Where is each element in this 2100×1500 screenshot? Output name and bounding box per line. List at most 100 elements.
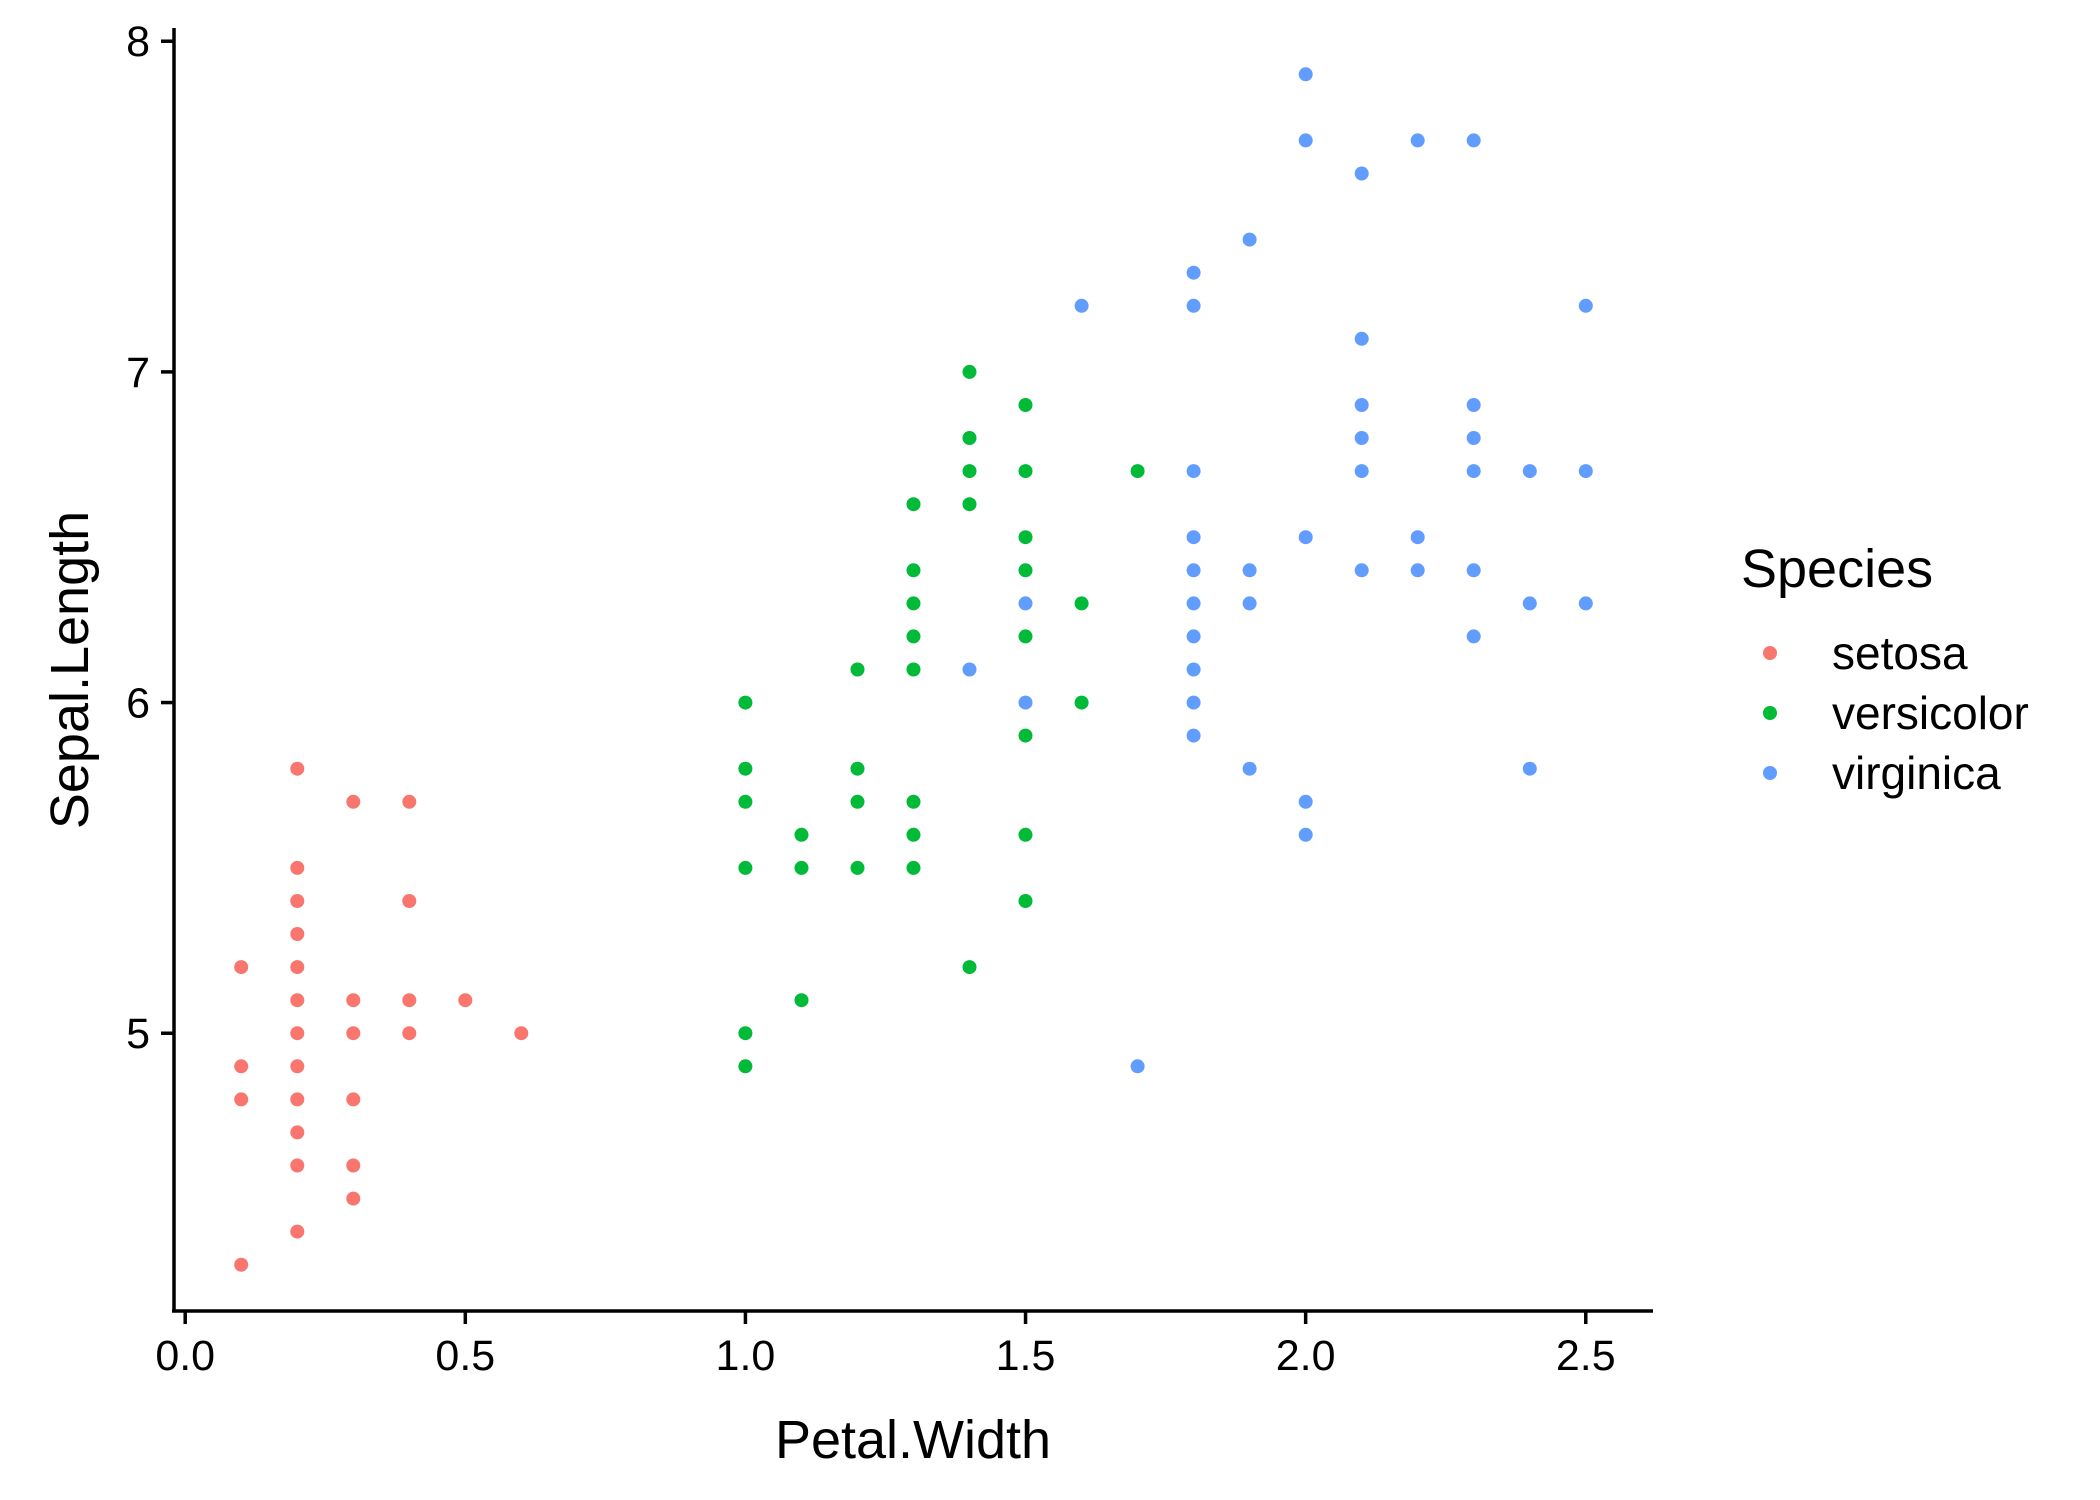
legend-key-versicolor (1763, 706, 1777, 720)
point-versicolor-4 (738, 1026, 753, 1041)
point-setosa-16 (346, 794, 361, 809)
legend-label-virginica: virginica (1832, 747, 2001, 799)
point-virginica-8 (1186, 530, 1201, 545)
point-virginica-5 (1186, 265, 1201, 280)
legend-items: setosa versicolor virginica (1763, 627, 2029, 799)
point-setosa-27 (514, 1026, 529, 1041)
point-versicolor-18 (906, 794, 921, 809)
point-virginica-31 (1410, 530, 1425, 545)
point-versicolor-29 (1018, 563, 1033, 578)
point-virginica-12 (1186, 662, 1201, 677)
point-virginica-4 (1130, 1059, 1145, 1074)
point-setosa-14 (290, 1158, 305, 1173)
point-versicolor-11 (850, 794, 865, 809)
x-tick-label: 1.5 (996, 1332, 1056, 1380)
point-virginica-27 (1354, 431, 1369, 445)
point-virginica-42 (1578, 298, 1593, 313)
point-virginica-13 (1186, 695, 1201, 710)
point-virginica-18 (1242, 761, 1257, 776)
point-setosa-10 (290, 1026, 305, 1041)
point-versicolor-1 (738, 761, 753, 776)
point-versicolor-5 (738, 1059, 753, 1074)
point-versicolor-14 (906, 563, 921, 578)
point-setosa-1 (234, 1059, 249, 1074)
point-versicolor-26 (1018, 398, 1033, 412)
point-virginica-25 (1354, 331, 1369, 346)
point-virginica-20 (1298, 133, 1313, 148)
point-versicolor-9 (850, 662, 865, 677)
point-versicolor-16 (906, 629, 921, 644)
point-setosa-6 (290, 894, 305, 908)
point-setosa-12 (290, 1092, 305, 1107)
point-virginica-21 (1298, 530, 1313, 545)
point-virginica-36 (1466, 464, 1481, 479)
point-virginica-33 (1466, 133, 1481, 148)
point-virginica-34 (1466, 398, 1481, 412)
point-virginica-17 (1242, 596, 1257, 611)
point-setosa-20 (346, 1158, 361, 1173)
point-versicolor-13 (906, 497, 921, 512)
point-virginica-39 (1522, 464, 1537, 479)
point-setosa-18 (346, 1026, 361, 1041)
point-virginica-2 (1018, 695, 1033, 710)
point-virginica-37 (1466, 563, 1481, 578)
x-tick-label: 1.0 (716, 1332, 776, 1380)
point-virginica-32 (1410, 563, 1425, 578)
point-setosa-9 (290, 993, 305, 1008)
point-setosa-3 (234, 1257, 249, 1272)
point-virginica-24 (1354, 166, 1369, 181)
point-virginica-3 (1074, 298, 1089, 313)
y-axis-title: Sepal.Length (40, 511, 100, 829)
point-setosa-8 (290, 960, 305, 975)
point-virginica-40 (1522, 596, 1537, 611)
point-virginica-0 (962, 662, 977, 677)
point-versicolor-34 (1074, 596, 1089, 611)
point-versicolor-35 (1074, 695, 1089, 710)
x-axis-ticks: 0.0 0.5 1.0 1.5 2.0 2.5 (155, 1311, 1616, 1380)
y-tick-label: 5 (126, 1010, 150, 1058)
y-tick-label: 6 (126, 680, 150, 728)
point-virginica-22 (1298, 794, 1313, 809)
y-tick-label: 8 (126, 18, 150, 66)
point-versicolor-28 (1018, 530, 1033, 545)
point-setosa-21 (346, 1191, 361, 1206)
point-setosa-23 (402, 894, 417, 908)
point-versicolor-23 (962, 464, 977, 479)
point-virginica-1 (1018, 596, 1033, 611)
point-versicolor-17 (906, 662, 921, 677)
point-virginica-30 (1410, 133, 1425, 148)
point-versicolor-22 (962, 431, 977, 445)
point-versicolor-0 (738, 695, 753, 710)
point-virginica-10 (1186, 596, 1201, 611)
legend: Species setosa versicolor virginica (1741, 539, 2029, 799)
point-versicolor-25 (962, 960, 977, 975)
point-setosa-5 (290, 860, 305, 875)
point-virginica-41 (1522, 761, 1537, 776)
point-setosa-19 (346, 1092, 361, 1107)
y-tick-label: 7 (126, 349, 150, 397)
point-virginica-23 (1298, 827, 1313, 842)
point-versicolor-15 (906, 596, 921, 611)
point-setosa-25 (402, 1026, 417, 1041)
point-setosa-17 (346, 993, 361, 1008)
point-versicolor-19 (906, 827, 921, 842)
point-versicolor-36 (1130, 464, 1145, 479)
point-virginica-6 (1186, 298, 1201, 313)
point-versicolor-3 (738, 860, 753, 875)
point-setosa-15 (290, 1224, 305, 1239)
y-axis-ticks: 5 6 7 8 (126, 18, 174, 1058)
x-tick-label: 2.0 (1276, 1332, 1336, 1380)
point-virginica-44 (1578, 596, 1593, 611)
legend-label-versicolor: versicolor (1832, 687, 2029, 739)
point-versicolor-33 (1018, 894, 1033, 908)
point-virginica-14 (1186, 728, 1201, 743)
point-setosa-11 (290, 1059, 305, 1074)
point-setosa-0 (234, 960, 249, 975)
legend-label-setosa: setosa (1832, 627, 1968, 679)
point-setosa-7 (290, 927, 305, 941)
point-virginica-7 (1186, 464, 1201, 479)
legend-key-virginica (1763, 766, 1777, 780)
point-versicolor-24 (962, 497, 977, 512)
